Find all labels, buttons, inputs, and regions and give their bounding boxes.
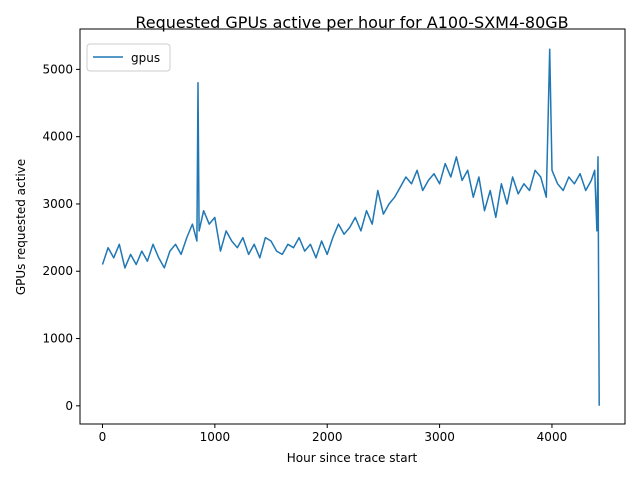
y-tick-label: 2000 <box>42 264 73 278</box>
y-tick-label: 3000 <box>42 197 73 211</box>
y-tick-label: 1000 <box>42 332 73 346</box>
y-tick-label: 5000 <box>42 62 73 76</box>
x-tick-label: 4000 <box>537 430 568 444</box>
x-tick-label: 3000 <box>424 430 455 444</box>
x-tick-label: 2000 <box>312 430 343 444</box>
legend: gpus <box>86 43 171 72</box>
y-tick-label: 0 <box>65 399 73 413</box>
chart-title: Requested GPUs active per hour for A100-… <box>135 13 568 32</box>
legend-label-gpus: gpus <box>131 51 160 65</box>
data-layer <box>101 48 600 406</box>
x-axis-label: Hour since trace start <box>287 451 418 465</box>
x-tick-label: 0 <box>99 430 107 444</box>
axis-layer: 0 1000 2000 3000 4000 0 1000 2000 3000 4000 5000 <box>42 62 567 444</box>
x-tick-label: 1000 <box>200 430 231 444</box>
series-line-gpus <box>101 48 600 406</box>
plot-frame <box>79 28 626 425</box>
y-tick-label: 4000 <box>42 130 73 144</box>
y-axis-label: GPUs requested active <box>14 159 28 295</box>
legend-box <box>86 43 171 72</box>
